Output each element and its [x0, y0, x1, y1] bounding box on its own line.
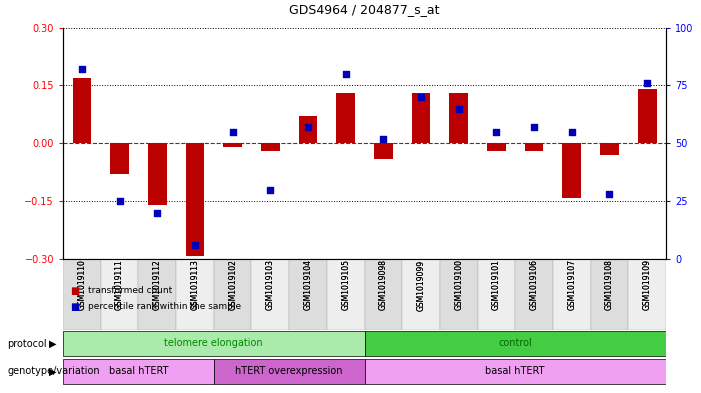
Point	[189, 242, 200, 249]
Bar	[176, 259, 214, 330]
Text: ▶: ▶	[49, 366, 56, 376]
Bar	[365, 331, 666, 356]
Bar	[628, 259, 666, 330]
Bar	[562, 143, 581, 198]
Point	[340, 71, 351, 77]
Text: percentile rank within the sample: percentile rank within the sample	[88, 302, 240, 311]
Text: GSM1019113: GSM1019113	[191, 259, 200, 310]
Point	[114, 198, 125, 204]
Text: GSM1019099: GSM1019099	[416, 259, 426, 310]
Text: GSM1019110: GSM1019110	[77, 259, 86, 310]
Bar	[365, 359, 666, 384]
Bar	[440, 259, 477, 330]
Text: ■: ■	[70, 286, 79, 296]
Text: GSM1019098: GSM1019098	[379, 259, 388, 310]
Point	[76, 66, 88, 72]
Bar	[63, 331, 365, 356]
Bar	[110, 143, 129, 174]
Text: GSM1019112: GSM1019112	[153, 259, 162, 310]
Bar	[374, 143, 393, 159]
Bar	[590, 259, 628, 330]
Point	[566, 129, 578, 135]
Text: control: control	[498, 338, 532, 348]
Bar	[186, 143, 205, 255]
Text: GSM1019110: GSM1019110	[77, 259, 86, 310]
Bar	[261, 143, 280, 151]
Point	[491, 129, 502, 135]
Bar	[411, 93, 430, 143]
Bar	[402, 259, 440, 330]
Text: transformed count: transformed count	[88, 286, 172, 295]
Bar	[477, 259, 515, 330]
Text: GSM1019107: GSM1019107	[567, 259, 576, 310]
Bar	[365, 259, 402, 330]
Point	[529, 124, 540, 130]
Text: GSM1019102: GSM1019102	[228, 259, 237, 310]
Text: GSM1019112: GSM1019112	[153, 259, 162, 310]
Bar	[336, 93, 355, 143]
Bar	[101, 259, 138, 330]
Point	[227, 129, 238, 135]
Bar	[524, 143, 543, 151]
Bar	[638, 89, 657, 143]
Text: GDS4964 / 204877_s_at: GDS4964 / 204877_s_at	[290, 3, 440, 16]
Bar	[72, 78, 91, 143]
Text: GSM1019105: GSM1019105	[341, 259, 350, 310]
Text: hTERT overexpression: hTERT overexpression	[236, 366, 343, 376]
Text: GSM1019102: GSM1019102	[228, 259, 237, 310]
Text: GSM1019098: GSM1019098	[379, 259, 388, 310]
Text: ▶: ▶	[49, 339, 56, 349]
Text: GSM1019109: GSM1019109	[643, 259, 652, 310]
Bar	[63, 259, 101, 330]
Text: GSM1019101: GSM1019101	[492, 259, 501, 310]
Text: GSM1019103: GSM1019103	[266, 259, 275, 310]
Text: GSM1019109: GSM1019109	[643, 259, 652, 310]
Text: basal hTERT: basal hTERT	[109, 366, 168, 376]
Bar	[214, 259, 252, 330]
Text: GSM1019105: GSM1019105	[341, 259, 350, 310]
Text: ■: ■	[70, 301, 79, 312]
Text: telomere elongation: telomere elongation	[165, 338, 263, 348]
Text: GSM1019108: GSM1019108	[605, 259, 614, 310]
Bar	[252, 259, 289, 330]
Text: GSM1019108: GSM1019108	[605, 259, 614, 310]
Bar	[289, 259, 327, 330]
Bar	[299, 116, 318, 143]
Text: protocol: protocol	[7, 339, 47, 349]
Bar	[600, 143, 619, 155]
Text: genotype/variation: genotype/variation	[7, 366, 100, 376]
Text: GSM1019111: GSM1019111	[115, 259, 124, 310]
Point	[604, 191, 615, 198]
Bar	[515, 259, 553, 330]
Text: GSM1019104: GSM1019104	[304, 259, 313, 310]
Bar	[63, 359, 214, 384]
Text: GSM1019107: GSM1019107	[567, 259, 576, 310]
Bar	[553, 259, 590, 330]
Text: GSM1019100: GSM1019100	[454, 259, 463, 310]
Point	[416, 94, 427, 100]
Bar	[223, 143, 242, 147]
Point	[378, 136, 389, 142]
Bar	[487, 143, 506, 151]
Bar	[327, 259, 365, 330]
Text: GSM1019100: GSM1019100	[454, 259, 463, 310]
Text: GSM1019104: GSM1019104	[304, 259, 313, 310]
Point	[151, 210, 163, 216]
Bar	[138, 259, 176, 330]
Text: GSM1019111: GSM1019111	[115, 259, 124, 310]
Point	[453, 105, 464, 112]
Point	[641, 80, 653, 86]
Text: GSM1019113: GSM1019113	[191, 259, 200, 310]
Point	[302, 124, 313, 130]
Bar	[449, 93, 468, 143]
Bar	[148, 143, 167, 205]
Text: GSM1019106: GSM1019106	[529, 259, 538, 310]
Text: GSM1019106: GSM1019106	[529, 259, 538, 310]
Bar	[214, 359, 365, 384]
Text: GSM1019099: GSM1019099	[416, 259, 426, 310]
Text: GSM1019103: GSM1019103	[266, 259, 275, 310]
Text: GSM1019101: GSM1019101	[492, 259, 501, 310]
Text: basal hTERT: basal hTERT	[486, 366, 545, 376]
Point	[265, 187, 276, 193]
